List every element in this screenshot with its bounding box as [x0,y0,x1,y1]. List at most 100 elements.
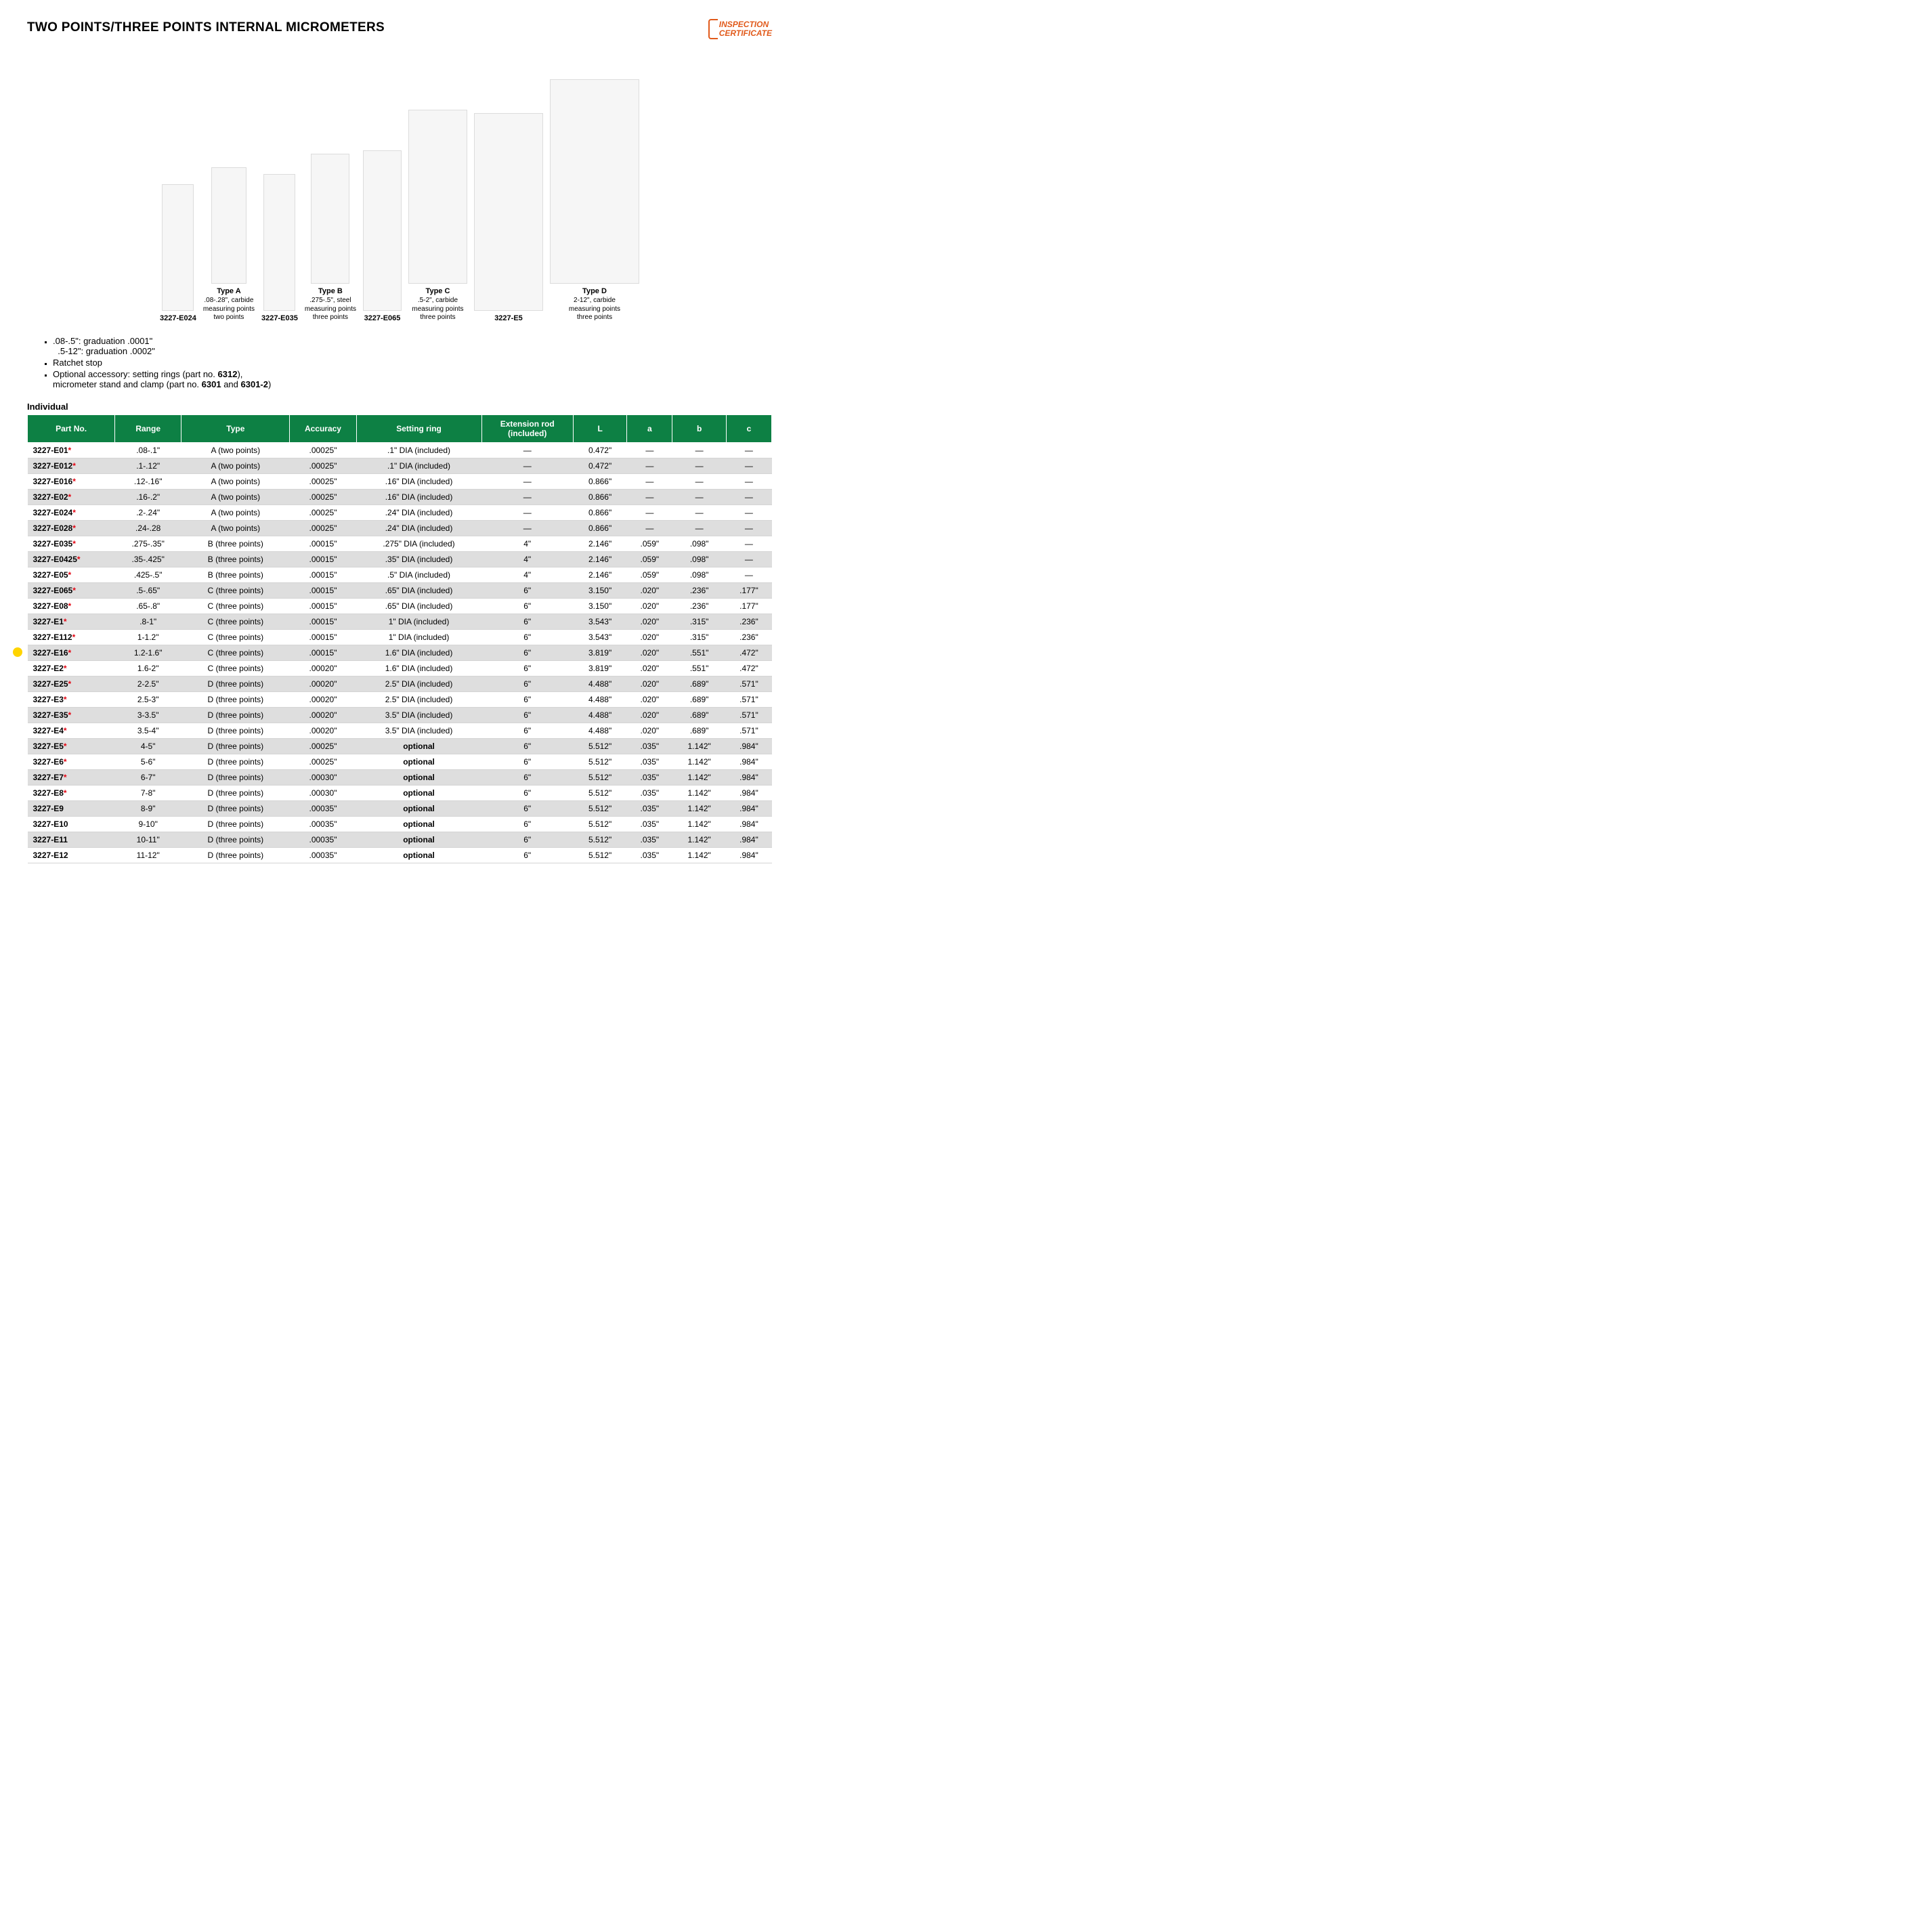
asterisk-icon: * [64,664,67,673]
cell-a: — [627,520,672,536]
cell-range: 6-7" [115,769,181,785]
cell-ring: .35" DIA (included) [356,551,481,567]
cell-b: .689" [672,707,726,723]
product-item: 3227-E035 [261,174,298,322]
cell-L: 0.866" [573,505,626,520]
cell-b: .098" [672,567,726,582]
cell-type: D (three points) [181,832,290,847]
asterisk-icon: * [68,648,72,658]
product-subtitle: .5-2", carbidemeasuring pointsthree poin… [412,297,463,322]
cell-b: 1.142" [672,754,726,769]
cell-range: 3.5-4" [115,723,181,738]
cell-accuracy: .00020" [290,676,356,691]
cell-range: 10-11" [115,832,181,847]
product-subtitle: 2-12", carbidemeasuring pointsthree poin… [569,297,620,322]
cell-b: .551" [672,645,726,660]
table-row: 3227-E8* 7-8" D (three points) .00030" o… [28,785,772,800]
cell-ring: 1.6" DIA (included) [356,645,481,660]
cell-accuracy: .00035" [290,816,356,832]
cell-L: 5.512" [573,769,626,785]
cell-ext: 6" [481,754,573,769]
product-item: Type C.5-2", carbidemeasuring pointsthre… [408,110,467,322]
cell-range: .16-.2" [115,489,181,505]
cell-c: — [726,505,771,520]
cell-ring: optional [356,738,481,754]
cell-accuracy: .00035" [290,800,356,816]
table-header: Extension rod(included) [481,414,573,442]
cell-range: .08-.1" [115,442,181,458]
cell-type: A (two points) [181,442,290,458]
page-title: TWO POINTS/THREE POINTS INTERNAL MICROME… [27,20,385,35]
cell-b: .689" [672,691,726,707]
cell-a: .059" [627,567,672,582]
table-header: b [672,414,726,442]
product-image-placeholder [211,167,246,284]
table-row: 3227-E01* .08-.1" A (two points) .00025"… [28,442,772,458]
product-item: 3227-E5 [474,113,543,322]
product-label: 3227-E065 [364,314,401,322]
cell-ext: 6" [481,723,573,738]
cell-partno: 3227-E012* [28,458,115,473]
cell-a: .020" [627,707,672,723]
table-row: 3227-E1* .8-1" C (three points) .00015" … [28,614,772,629]
table-row: 3227-E7* 6-7" D (three points) .00030" o… [28,769,772,785]
cell-ring: .1" DIA (included) [356,442,481,458]
spec-table: Part No.RangeTypeAccuracySetting ringExt… [27,414,772,863]
cell-accuracy: .00030" [290,769,356,785]
cell-c: .984" [726,832,771,847]
table-row: 3227-E3* 2.5-3" D (three points) .00020"… [28,691,772,707]
cell-b: — [672,505,726,520]
cell-accuracy: .00015" [290,551,356,567]
cell-accuracy: .00025" [290,473,356,489]
cell-ext: 6" [481,832,573,847]
cell-partno: 3227-E11 [28,832,115,847]
product-image-placeholder [263,174,295,311]
cell-range: 1.2-1.6" [115,645,181,660]
cell-ring: .65" DIA (included) [356,598,481,614]
cell-b: 1.142" [672,800,726,816]
cell-c: .472" [726,645,771,660]
cell-range: .12-.16" [115,473,181,489]
product-label: Type B [318,287,343,295]
cell-b: 1.142" [672,816,726,832]
cell-ring: optional [356,754,481,769]
cell-type: D (three points) [181,785,290,800]
cell-c: .984" [726,785,771,800]
asterisk-icon: * [64,788,67,798]
cell-accuracy: .00020" [290,723,356,738]
cell-L: 4.488" [573,723,626,738]
product-image-placeholder [363,150,402,311]
cell-ring: 1" DIA (included) [356,614,481,629]
feature-bullets: .08-.5": graduation .0001" .5-12": gradu… [41,336,772,389]
cell-range: .425-.5" [115,567,181,582]
cell-b: .689" [672,676,726,691]
cell-c: — [726,458,771,473]
product-item: 3227-E065 [363,150,402,322]
cell-b: 1.142" [672,785,726,800]
cell-type: A (two points) [181,489,290,505]
cell-ext: 6" [481,629,573,645]
cell-ext: 6" [481,816,573,832]
table-row: 3227-E9 8-9" D (three points) .00035" op… [28,800,772,816]
cell-L: 3.150" [573,582,626,598]
table-row: 3227-E02* .16-.2" A (two points) .00025"… [28,489,772,505]
asterisk-icon: * [77,555,81,564]
cell-type: D (three points) [181,707,290,723]
cell-type: D (three points) [181,769,290,785]
table-row: 3227-E024* .2-.24" A (two points) .00025… [28,505,772,520]
cell-partno: 3227-E024* [28,505,115,520]
table-row: 3227-E35* 3-3.5" D (three points) .00020… [28,707,772,723]
cell-accuracy: .00035" [290,847,356,863]
cell-ring: .24" DIA (included) [356,505,481,520]
product-image-placeholder [408,110,467,284]
cell-ring: optional [356,832,481,847]
cell-ring: optional [356,816,481,832]
cell-ext: 6" [481,800,573,816]
cell-ring: 2.5" DIA (included) [356,676,481,691]
table-row: 3227-E5* 4-5" D (three points) .00025" o… [28,738,772,754]
badge-line2: CERTIFICATE [719,28,772,38]
product-item: Type A.08-.28", carbidemeasuring pointst… [203,167,255,322]
cell-L: 3.150" [573,598,626,614]
cell-ext: 6" [481,582,573,598]
cell-a: .020" [627,660,672,676]
